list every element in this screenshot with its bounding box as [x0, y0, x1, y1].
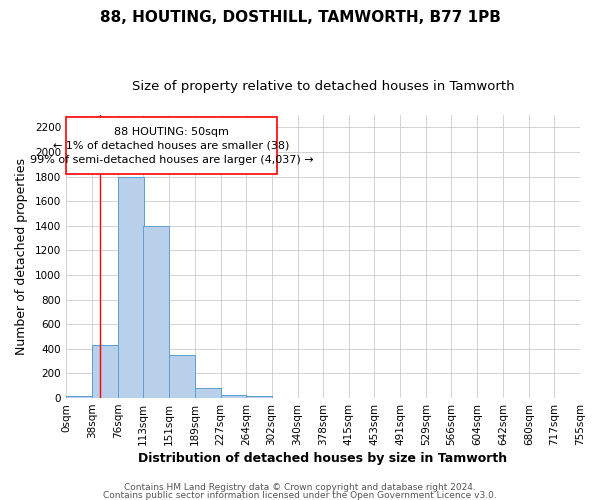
Text: Contains HM Land Registry data © Crown copyright and database right 2024.: Contains HM Land Registry data © Crown c… [124, 484, 476, 492]
Bar [246, 396, 272, 398]
Text: ← 1% of detached houses are smaller (38): ← 1% of detached houses are smaller (38) [53, 141, 290, 151]
Bar [66, 118, 277, 174]
Bar [143, 226, 169, 398]
Bar [195, 388, 221, 398]
Text: 88, HOUTING, DOSTHILL, TAMWORTH, B77 1PB: 88, HOUTING, DOSTHILL, TAMWORTH, B77 1PB [100, 10, 500, 25]
Bar [221, 395, 247, 398]
Bar [92, 345, 118, 398]
Y-axis label: Number of detached properties: Number of detached properties [15, 158, 28, 355]
Bar [169, 355, 195, 398]
Text: 88 HOUTING: 50sqm: 88 HOUTING: 50sqm [114, 126, 229, 136]
Text: Contains public sector information licensed under the Open Government Licence v3: Contains public sector information licen… [103, 490, 497, 500]
Title: Size of property relative to detached houses in Tamworth: Size of property relative to detached ho… [132, 80, 514, 93]
Bar [118, 176, 143, 398]
Text: 99% of semi-detached houses are larger (4,037) →: 99% of semi-detached houses are larger (… [30, 155, 313, 165]
Bar [66, 396, 92, 398]
X-axis label: Distribution of detached houses by size in Tamworth: Distribution of detached houses by size … [139, 452, 508, 465]
